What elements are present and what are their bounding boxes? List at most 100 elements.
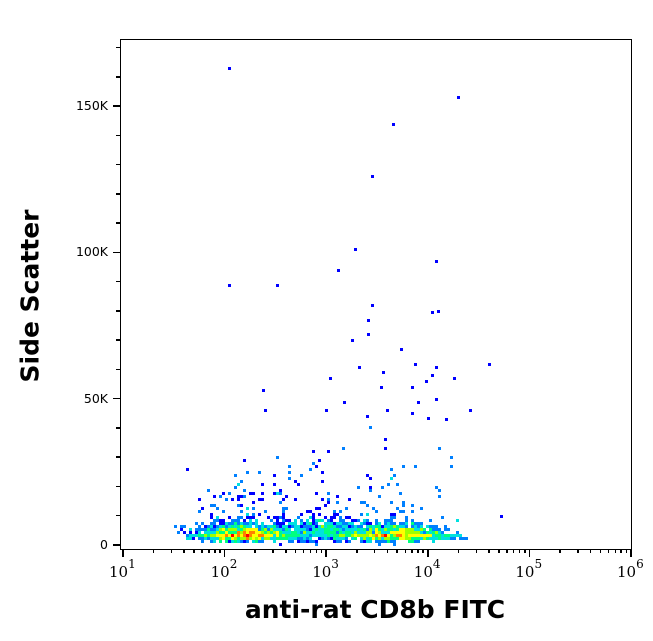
density-pixel [213, 522, 216, 525]
x-minor-tick [417, 549, 419, 553]
density-pixel [405, 522, 408, 525]
density-pixel [255, 525, 258, 528]
density-pixel [405, 525, 408, 528]
density-pixel [300, 519, 303, 522]
density-pixel [354, 537, 357, 540]
density-pixel [327, 534, 330, 537]
density-pixel [276, 525, 279, 528]
density-pixel [378, 540, 381, 543]
density-pixel [441, 516, 444, 519]
density-pixel [282, 534, 285, 537]
x-minor-tick [620, 549, 622, 553]
density-pixel [303, 528, 306, 531]
density-pixel [243, 537, 246, 540]
density-pixel [426, 531, 429, 534]
density-pixel [213, 528, 216, 531]
density-pixel [363, 534, 366, 537]
density-pixel [267, 525, 270, 528]
density-pixel [330, 537, 333, 540]
event-dot [227, 67, 231, 71]
density-pixel [357, 525, 360, 528]
density-pixel [438, 489, 441, 492]
event-dot [416, 400, 420, 404]
density-pixel [408, 537, 411, 540]
density-pixel [348, 531, 351, 534]
density-pixel [411, 525, 414, 528]
density-pixel [237, 537, 240, 540]
density-pixel [414, 525, 417, 528]
density-pixel [237, 504, 240, 507]
density-pixel [384, 537, 387, 540]
density-pixel [393, 531, 396, 534]
density-pixel [330, 516, 333, 519]
density-pixel [339, 510, 342, 513]
density-pixel [339, 522, 342, 525]
density-pixel [264, 531, 267, 534]
density-pixel [384, 525, 387, 528]
density-pixel [348, 522, 351, 525]
density-pixel [384, 540, 387, 543]
density-pixel [252, 516, 255, 519]
density-pixel [252, 501, 255, 504]
density-pixel [300, 531, 303, 534]
density-pixel [420, 537, 423, 540]
density-pixel [312, 519, 315, 522]
density-pixel [282, 507, 285, 510]
density-pixel [189, 531, 192, 534]
density-pixel [417, 540, 420, 543]
density-pixel [324, 504, 327, 507]
event-dot [452, 377, 456, 381]
density-pixel [234, 486, 237, 489]
density-pixel [306, 540, 309, 543]
density-pixel [294, 531, 297, 534]
density-pixel [234, 528, 237, 531]
density-pixel [375, 534, 378, 537]
y-minor-tick [116, 222, 120, 224]
density-pixel [366, 513, 369, 516]
density-pixel [315, 528, 318, 531]
density-pixel [417, 534, 420, 537]
density-pixel [213, 534, 216, 537]
density-pixel [297, 540, 300, 543]
density-pixel [339, 531, 342, 534]
density-pixel [450, 465, 453, 468]
density-pixel [327, 450, 330, 453]
density-pixel [417, 522, 420, 525]
density-pixel [264, 534, 267, 537]
y-minor-tick [116, 427, 120, 429]
density-pixel [360, 537, 363, 540]
density-pixel [300, 525, 303, 528]
density-pixel [402, 537, 405, 540]
density-pixel [306, 528, 309, 531]
density-pixel [459, 534, 462, 537]
density-pixel [324, 531, 327, 534]
density-pixel [228, 531, 231, 534]
density-pixel [234, 522, 237, 525]
density-pixel [222, 510, 225, 513]
x-axis-title: anti-rat CD8b FITC [244, 595, 506, 624]
event-dot [444, 418, 448, 422]
density-pixel [375, 510, 378, 513]
density-pixel [312, 516, 315, 519]
density-pixel [369, 477, 372, 480]
density-pixel [336, 501, 339, 504]
x-minor-tick [208, 549, 210, 553]
density-pixel [210, 531, 213, 534]
density-pixel [213, 540, 216, 543]
density-pixel [429, 525, 432, 528]
density-pixel [453, 534, 456, 537]
density-pixel [282, 525, 285, 528]
density-pixel [390, 522, 393, 525]
density-pixel [237, 519, 240, 522]
event-dot [365, 415, 369, 419]
density-pixel [369, 528, 372, 531]
density-pixel [432, 531, 435, 534]
density-pixel [288, 534, 291, 537]
density-pixel [429, 531, 432, 534]
density-pixel [333, 510, 336, 513]
density-pixel [345, 522, 348, 525]
density-pixel [399, 510, 402, 513]
density-pixel [246, 507, 249, 510]
density-pixel [390, 525, 393, 528]
density-pixel [201, 522, 204, 525]
